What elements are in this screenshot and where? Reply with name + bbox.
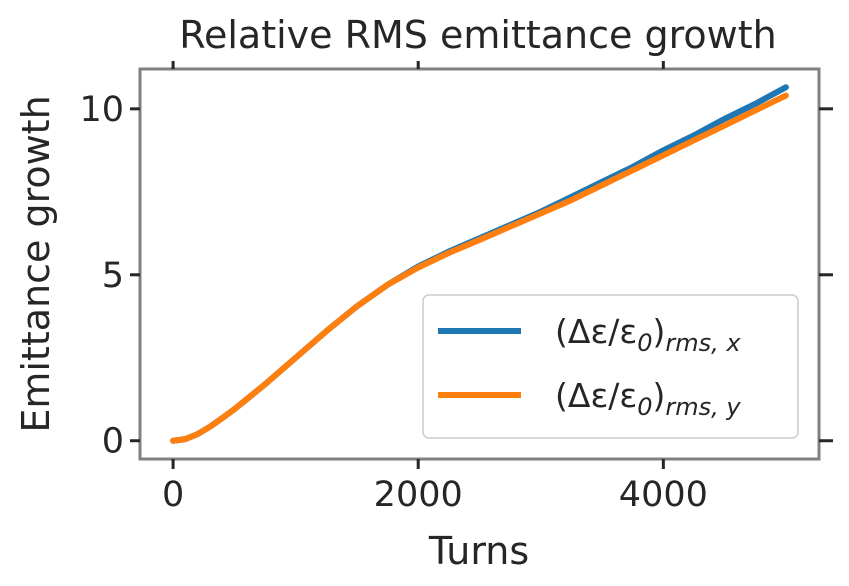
y-axis-label: Emittance growth xyxy=(14,95,58,432)
x-axis-label: Turns xyxy=(428,529,529,573)
chart-title: Relative RMS emittance growth xyxy=(179,13,776,57)
x-tick-label: 4000 xyxy=(619,475,708,515)
legend: (Δε/ε0)rms, x (Δε/ε0)rms, y xyxy=(423,295,798,438)
x-tick-label: 0 xyxy=(162,475,184,515)
y-tick-label: 10 xyxy=(79,90,124,130)
y-tick-label: 5 xyxy=(102,256,124,296)
x-tick-label: 2000 xyxy=(374,475,463,515)
y-tick-label: 0 xyxy=(102,422,124,462)
